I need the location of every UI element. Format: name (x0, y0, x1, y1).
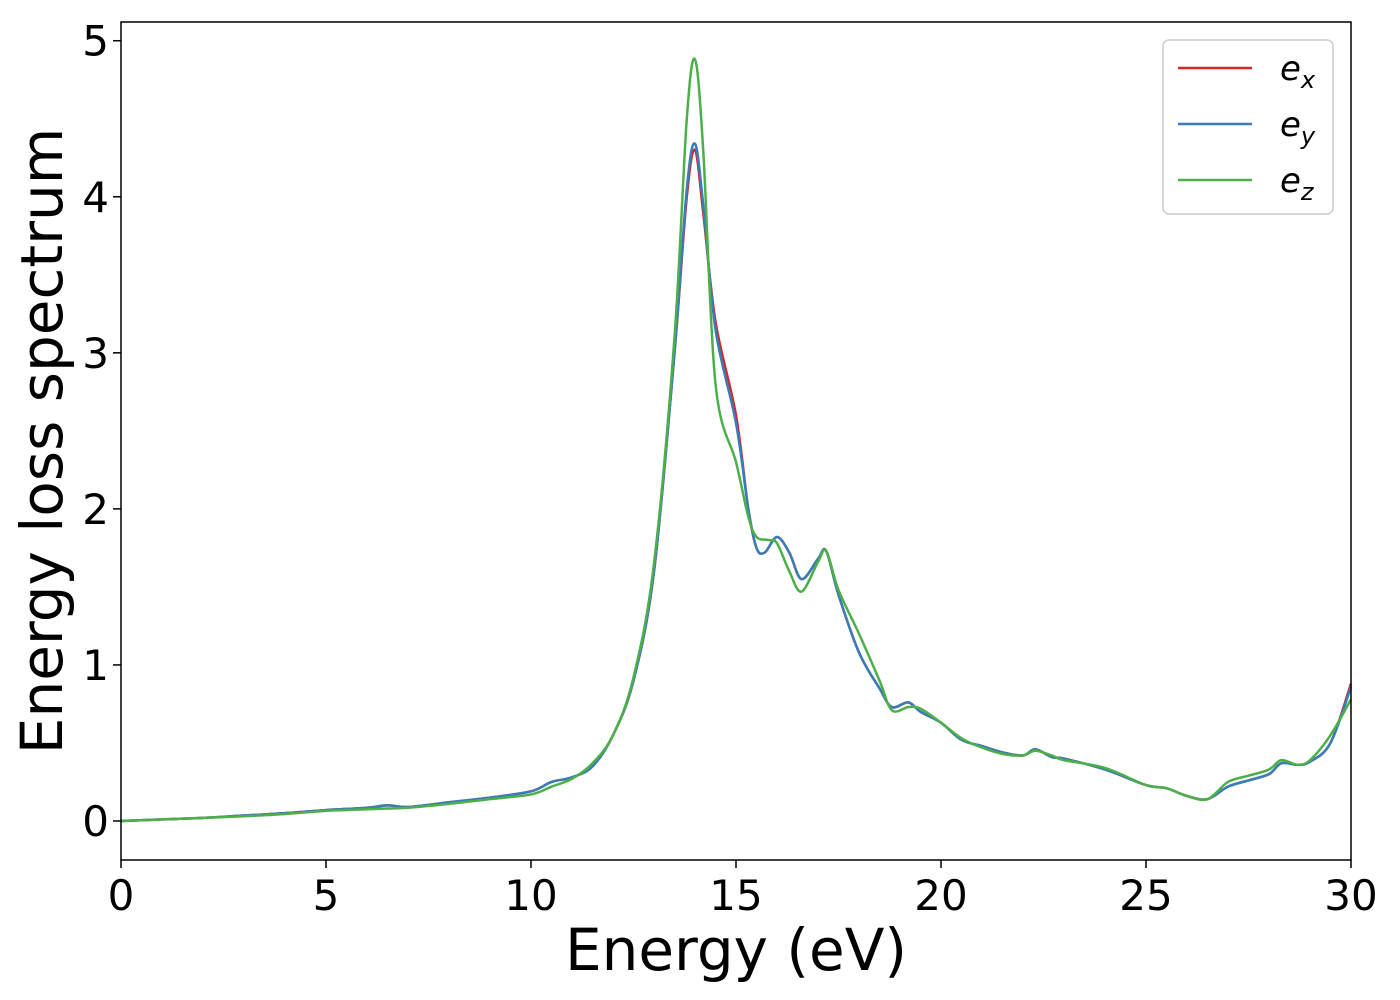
series-line-z (120, 57, 1353, 823)
y-tick-label: 4 (82, 173, 109, 222)
series-layer (120, 57, 1353, 823)
y-tick-label: 3 (82, 329, 109, 378)
x-tick-label: 0 (108, 871, 135, 920)
x-tick-label: 30 (1324, 871, 1377, 920)
y-tick-label: 0 (82, 797, 109, 846)
x-tick-label: 25 (1119, 871, 1172, 920)
x-tick-label: 5 (313, 871, 340, 920)
y-tick-label: 2 (82, 485, 109, 534)
plot-area (121, 22, 1351, 860)
x-tick-label: 10 (504, 871, 557, 920)
legend-box (1162, 39, 1334, 215)
x-tick-label: 15 (709, 871, 762, 920)
y-tick-label: 1 (82, 641, 109, 690)
x-axis-title: Energy (eV) (565, 916, 907, 984)
y-axis-title: Energy loss spectrum (8, 128, 76, 754)
y-axis-ticks: 0 1 2 3 4 5 (82, 17, 121, 846)
y-tick-label: 5 (82, 17, 109, 66)
x-tick-label: 20 (914, 871, 967, 920)
x-axis-ticks: 0 5 10 15 20 25 30 (108, 860, 1378, 920)
